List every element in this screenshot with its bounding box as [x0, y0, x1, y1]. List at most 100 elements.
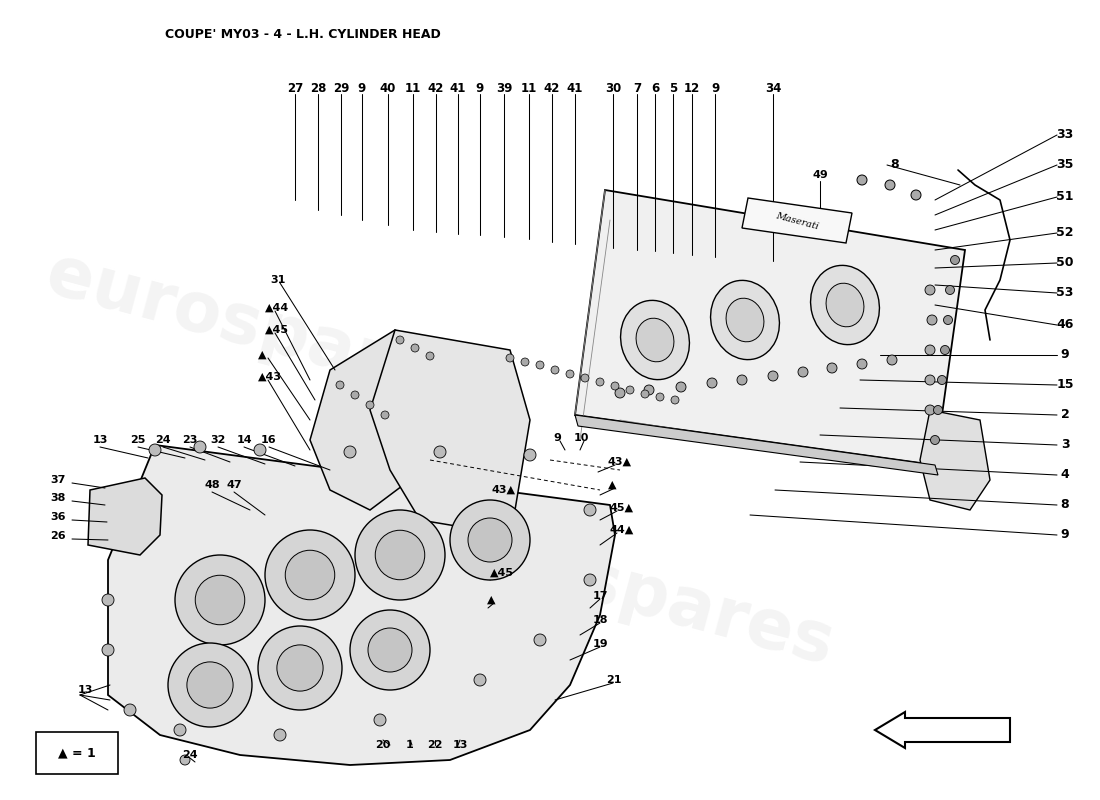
Circle shape [644, 385, 654, 395]
Text: 22: 22 [427, 740, 442, 750]
Text: ▲ = 1: ▲ = 1 [58, 746, 96, 759]
Text: 2: 2 [1060, 409, 1069, 422]
Text: 9: 9 [476, 82, 484, 94]
Circle shape [175, 555, 265, 645]
Circle shape [584, 574, 596, 586]
Polygon shape [742, 198, 852, 243]
Circle shape [707, 378, 717, 388]
Ellipse shape [826, 283, 864, 326]
Text: 29: 29 [333, 82, 349, 94]
Text: Maserati: Maserati [774, 211, 820, 231]
Text: 40: 40 [379, 82, 396, 94]
Text: 5: 5 [669, 82, 678, 94]
Text: 19: 19 [593, 639, 608, 649]
Ellipse shape [711, 280, 780, 360]
Text: eurospares: eurospares [40, 241, 481, 419]
Circle shape [174, 724, 186, 736]
Text: 10: 10 [573, 433, 588, 443]
Ellipse shape [636, 318, 674, 362]
Circle shape [656, 393, 664, 401]
Circle shape [350, 610, 430, 690]
Circle shape [411, 344, 419, 352]
Text: 8: 8 [1060, 498, 1069, 511]
Circle shape [374, 714, 386, 726]
Text: ▲: ▲ [258, 350, 266, 360]
Polygon shape [575, 415, 938, 475]
Text: 41: 41 [566, 82, 583, 94]
Circle shape [124, 704, 136, 716]
Circle shape [737, 375, 747, 385]
Text: 3: 3 [1060, 438, 1069, 451]
Text: 42: 42 [428, 82, 444, 94]
Circle shape [581, 374, 589, 382]
Circle shape [887, 355, 896, 365]
Text: 7: 7 [632, 82, 641, 94]
Circle shape [927, 315, 937, 325]
Circle shape [584, 504, 596, 516]
Text: 6: 6 [651, 82, 659, 94]
Polygon shape [920, 410, 990, 510]
Text: 47: 47 [227, 480, 242, 490]
Polygon shape [88, 478, 162, 555]
Text: 18: 18 [593, 615, 608, 625]
Text: 30: 30 [605, 82, 621, 94]
Circle shape [671, 396, 679, 404]
Circle shape [934, 406, 943, 414]
Polygon shape [874, 712, 1010, 748]
Circle shape [355, 510, 446, 600]
Text: ▲44: ▲44 [265, 303, 289, 313]
Circle shape [768, 371, 778, 381]
Text: 13: 13 [78, 685, 94, 695]
Circle shape [368, 628, 412, 672]
Text: 13: 13 [452, 740, 468, 750]
Circle shape [521, 358, 529, 366]
Circle shape [931, 435, 939, 445]
Text: 9: 9 [553, 433, 561, 443]
FancyBboxPatch shape [36, 732, 118, 774]
Text: 28: 28 [310, 82, 327, 94]
Circle shape [615, 388, 625, 398]
Circle shape [351, 391, 359, 399]
Text: 21: 21 [606, 675, 621, 685]
Circle shape [566, 370, 574, 378]
Text: 43▲: 43▲ [608, 457, 632, 467]
Circle shape [626, 386, 634, 394]
Text: 32: 32 [210, 435, 225, 445]
Circle shape [148, 444, 161, 456]
Text: 14: 14 [236, 435, 252, 445]
Text: 11: 11 [405, 82, 421, 94]
Text: 24: 24 [183, 750, 198, 760]
Circle shape [940, 346, 949, 354]
Text: 17: 17 [593, 591, 608, 601]
Circle shape [857, 175, 867, 185]
Polygon shape [310, 330, 430, 510]
Text: ▲45: ▲45 [490, 568, 514, 578]
Circle shape [274, 729, 286, 741]
Circle shape [254, 444, 266, 456]
Text: 9: 9 [1060, 349, 1069, 362]
Text: 46: 46 [1056, 318, 1074, 331]
Text: 37: 37 [50, 475, 65, 485]
Text: 12: 12 [684, 82, 700, 94]
Text: 13: 13 [92, 435, 108, 445]
Circle shape [265, 530, 355, 620]
Ellipse shape [620, 300, 690, 380]
Text: 9: 9 [358, 82, 366, 94]
Circle shape [911, 190, 921, 200]
Circle shape [187, 662, 233, 708]
Circle shape [536, 361, 544, 369]
Text: 50: 50 [1056, 257, 1074, 270]
Text: 51: 51 [1056, 190, 1074, 203]
Circle shape [950, 255, 959, 265]
Circle shape [886, 180, 895, 190]
Circle shape [827, 363, 837, 373]
Circle shape [641, 390, 649, 398]
Text: 49: 49 [812, 170, 828, 180]
Text: 48: 48 [205, 480, 220, 490]
Text: 4: 4 [1060, 469, 1069, 482]
Text: 9: 9 [711, 82, 719, 94]
Circle shape [426, 352, 434, 360]
Text: 52: 52 [1056, 226, 1074, 239]
Text: ▲43: ▲43 [258, 372, 282, 382]
Ellipse shape [811, 266, 879, 345]
